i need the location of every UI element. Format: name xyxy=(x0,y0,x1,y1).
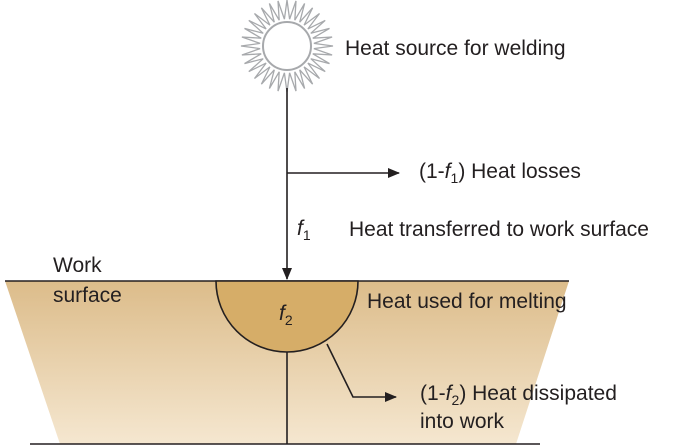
heat-transferred-label: Heat transferred to work surface xyxy=(349,218,649,241)
work-surface-label-line1: Work xyxy=(53,254,102,277)
heat-source-label: Heat source for welding xyxy=(345,37,566,60)
melt-pool xyxy=(215,280,359,353)
heat-dissipated-sub: 2 xyxy=(451,392,460,408)
f1-sub: 1 xyxy=(302,227,311,243)
heat-dissipated-prefix: (1- xyxy=(420,382,446,405)
heat-dissipated-suffix: ) Heat dissipated xyxy=(459,382,617,405)
heat-dissipated-label-line2: into work xyxy=(420,410,505,433)
f1-var: f xyxy=(297,217,303,240)
heat-losses-prefix: (1- xyxy=(419,160,445,183)
heat-losses-suffix: ) Heat losses xyxy=(458,160,581,183)
heat-losses-var: f xyxy=(444,160,451,183)
f2-sub: 2 xyxy=(284,312,293,328)
f1-label: f1 xyxy=(297,217,311,247)
sun-icon xyxy=(240,0,334,93)
f2-label: f2 xyxy=(279,302,293,332)
f2-var: f xyxy=(279,302,285,325)
heat-dissipated-arrow xyxy=(326,343,397,402)
heat-dissipated-var: f xyxy=(445,382,452,405)
work-surface-label-line2: surface xyxy=(53,284,122,307)
heat-dissipated-label: (1-f2) Heat dissipated xyxy=(420,382,617,412)
heat-losses-label: (1-f1) Heat losses xyxy=(419,160,581,190)
heat-melting-label: Heat used for melting xyxy=(367,290,567,313)
heat-losses-sub: 1 xyxy=(450,170,459,186)
